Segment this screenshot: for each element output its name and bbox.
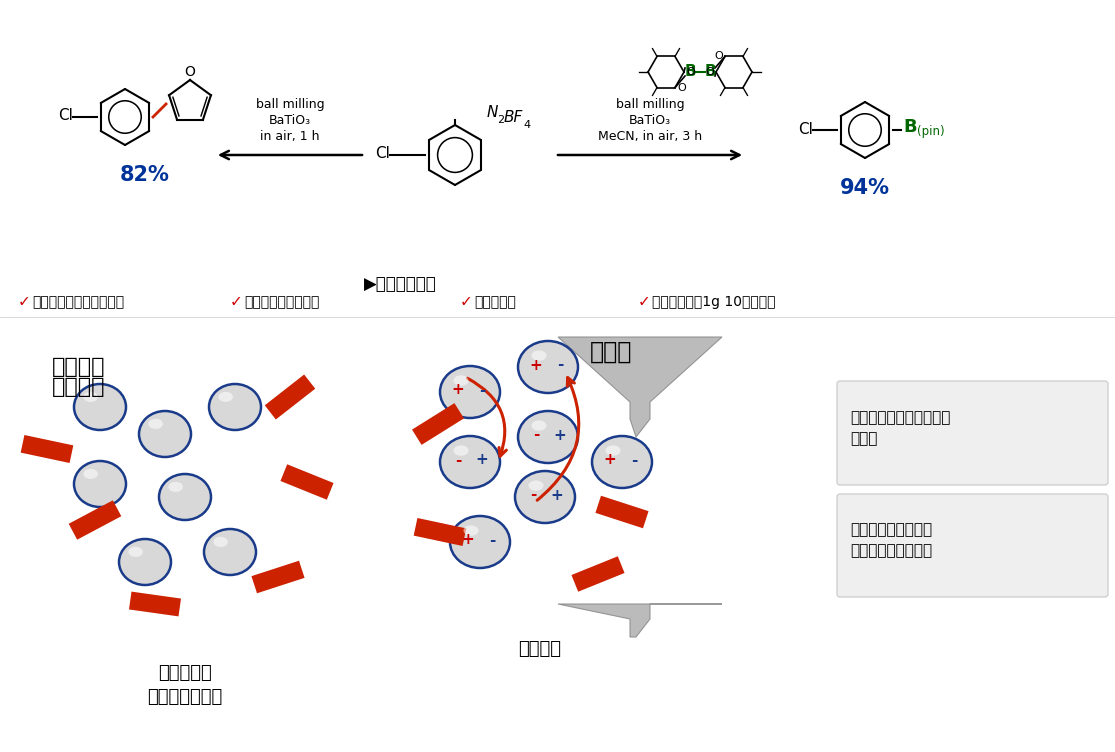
Text: +: + (452, 383, 464, 398)
Ellipse shape (119, 539, 171, 585)
Text: ✓: ✓ (18, 295, 31, 310)
Text: B: B (903, 118, 917, 136)
Text: O: O (706, 67, 714, 77)
Text: 压电材料受机械力变形，
产生压: 压电材料受机械力变形， 产生压 (850, 410, 950, 446)
Ellipse shape (159, 474, 211, 520)
Text: Cl: Cl (58, 108, 72, 123)
Text: 4: 4 (523, 120, 530, 130)
Text: +: + (603, 453, 617, 468)
Text: -: - (488, 532, 495, 547)
Text: +: + (476, 453, 488, 468)
Ellipse shape (168, 482, 183, 492)
Text: O: O (185, 65, 195, 79)
Ellipse shape (440, 436, 500, 488)
Bar (595, 496, 649, 529)
Text: -: - (530, 487, 536, 502)
Ellipse shape (148, 419, 163, 429)
Text: ball milling
BaTiO₃
in air, 1 h: ball milling BaTiO₃ in air, 1 h (255, 98, 324, 143)
Text: 机械力: 机械力 (590, 340, 632, 364)
Text: 82%: 82% (120, 165, 169, 185)
Bar (572, 556, 624, 592)
Polygon shape (558, 604, 723, 637)
Text: ball milling
BaTiO₃
MeCN, in air, 3 h: ball milling BaTiO₃ MeCN, in air, 3 h (598, 98, 702, 143)
Text: BF: BF (504, 110, 523, 125)
Ellipse shape (84, 468, 98, 479)
Text: 无需使用有害的有机溶剂: 无需使用有害的有机溶剂 (32, 295, 124, 309)
Text: O: O (715, 51, 723, 62)
Ellipse shape (139, 411, 191, 457)
Text: Cl: Cl (798, 122, 813, 137)
Ellipse shape (592, 436, 652, 488)
Text: Cl: Cl (375, 147, 390, 162)
Ellipse shape (84, 392, 98, 402)
FancyBboxPatch shape (837, 494, 1108, 597)
Text: 催化剤便宜（1g 10日元～）: 催化剤便宜（1g 10日元～） (652, 295, 776, 309)
Text: 可在空气环境下实施: 可在空气环境下实施 (244, 295, 319, 309)
Bar (69, 500, 122, 540)
Ellipse shape (219, 392, 233, 402)
Ellipse shape (518, 341, 578, 393)
Text: 电子交换: 电子交换 (518, 640, 562, 658)
Bar (252, 561, 304, 593)
Text: ▶该反应的优点: ▶该反应的优点 (363, 275, 436, 293)
Text: +: + (530, 357, 542, 372)
Ellipse shape (454, 375, 468, 386)
Bar (264, 374, 316, 420)
Text: 压电材料: 压电材料 (52, 377, 106, 397)
Ellipse shape (440, 366, 500, 418)
Text: B: B (705, 65, 716, 80)
Ellipse shape (204, 529, 256, 575)
Text: ✓: ✓ (638, 295, 651, 310)
Bar (413, 403, 464, 445)
Ellipse shape (529, 481, 543, 491)
Text: ✓: ✓ (460, 295, 473, 310)
Text: (pin): (pin) (917, 126, 944, 138)
Bar (21, 435, 74, 463)
Text: 94%: 94% (840, 178, 890, 198)
Text: 压电材料: 压电材料 (52, 357, 106, 377)
Text: -: - (478, 383, 485, 398)
Bar (129, 592, 181, 617)
Ellipse shape (213, 537, 227, 547)
Text: -: - (533, 427, 540, 442)
Bar (414, 518, 466, 546)
Text: +: + (551, 487, 563, 502)
Ellipse shape (450, 516, 510, 568)
Text: 有机化合物
（芳基重氮盐）: 有机化合物 （芳基重氮盐） (147, 664, 223, 705)
Text: B: B (685, 65, 696, 80)
Text: +: + (554, 427, 566, 442)
Ellipse shape (74, 384, 126, 430)
Ellipse shape (464, 526, 478, 535)
Ellipse shape (209, 384, 261, 430)
Text: -: - (455, 453, 462, 468)
Text: ✓: ✓ (230, 295, 243, 310)
Ellipse shape (518, 411, 578, 463)
Text: O: O (677, 83, 686, 92)
Polygon shape (558, 337, 723, 437)
Ellipse shape (74, 461, 126, 507)
Ellipse shape (128, 547, 143, 557)
Ellipse shape (532, 350, 546, 361)
Text: 2: 2 (497, 115, 504, 125)
FancyBboxPatch shape (837, 381, 1108, 485)
Text: +: + (462, 532, 474, 547)
Text: -: - (631, 453, 637, 468)
Bar (281, 464, 333, 500)
Ellipse shape (515, 471, 575, 523)
Text: -: - (556, 357, 563, 372)
Ellipse shape (454, 445, 468, 456)
Ellipse shape (532, 420, 546, 431)
Ellipse shape (605, 445, 621, 456)
Text: 反应时间短: 反应时间短 (474, 295, 516, 309)
Text: O: O (686, 67, 695, 77)
Text: 压电电力移动到有机
化合物中，促进反应: 压电电力移动到有机 化合物中，促进反应 (850, 523, 932, 559)
Text: N: N (487, 105, 498, 120)
